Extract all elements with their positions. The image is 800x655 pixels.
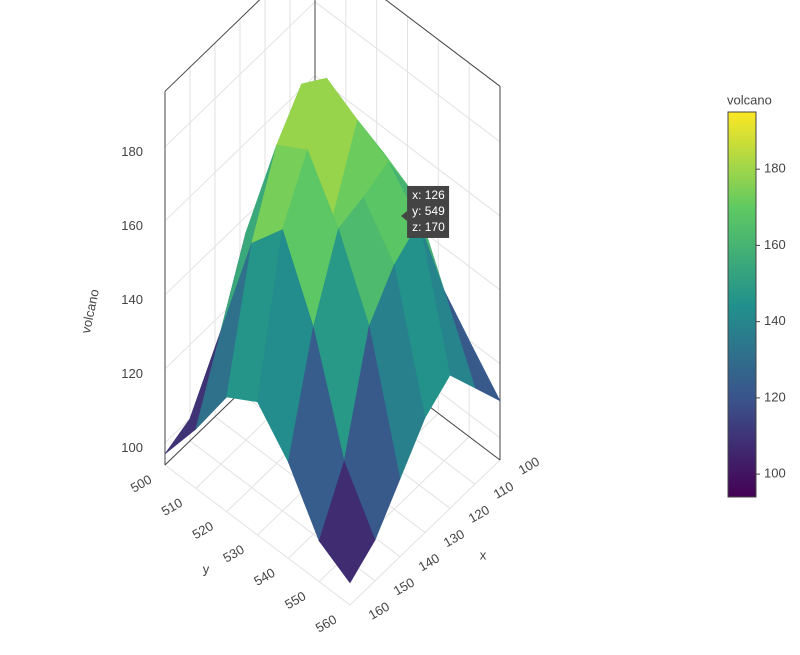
tooltip: x: 126 y: 549 z: 170 xyxy=(401,185,450,238)
tooltip-line: y: 549 xyxy=(412,204,445,218)
z-axis-title: volcano xyxy=(78,288,102,335)
x-tick-label: 130 xyxy=(441,526,467,550)
y-tick-label: 500 xyxy=(128,472,154,496)
z-tick-label: 100 xyxy=(121,440,143,455)
surface-patch xyxy=(318,460,376,584)
tooltip-pointer xyxy=(401,210,408,221)
y-tick-label: 510 xyxy=(159,495,185,519)
x-tick-label: 110 xyxy=(491,478,516,501)
z-tick-label: 180 xyxy=(121,144,143,159)
colorbar-title: volcano xyxy=(727,92,772,107)
x-tick-label: 120 xyxy=(466,502,492,526)
z-tick-label: 140 xyxy=(121,292,143,307)
tooltip-box xyxy=(407,185,450,238)
y-tick-label: 540 xyxy=(251,565,277,589)
z-tick-label: 120 xyxy=(121,366,143,381)
x-tick-label: 150 xyxy=(391,575,417,599)
z-tick-label: 160 xyxy=(121,218,143,233)
colorbar xyxy=(727,111,757,498)
colorbar-tick-label: 140 xyxy=(764,313,786,328)
box-edge xyxy=(385,0,501,87)
y-tick-label: 530 xyxy=(220,542,246,566)
x-axis-title: x xyxy=(480,547,487,562)
y-axis-title: y xyxy=(203,561,210,576)
surface xyxy=(164,77,501,584)
box-edge xyxy=(164,0,261,92)
y-tick-label: 550 xyxy=(282,588,308,612)
colorbar-tick-label: 180 xyxy=(764,161,786,176)
x-tick-label: 160 xyxy=(366,599,392,623)
colorbar-tick-label: 100 xyxy=(764,466,786,481)
y-tick-label: 560 xyxy=(313,612,339,636)
x-tick-label: 140 xyxy=(416,550,442,574)
tooltip-line: x: 126 xyxy=(412,188,445,202)
y-tick-label: 520 xyxy=(190,518,216,542)
tooltip-line: z: 170 xyxy=(412,220,445,234)
colorbar-tick-label: 160 xyxy=(764,237,786,252)
x-tick-label: 100 xyxy=(516,454,542,478)
colorbar-tick-label: 120 xyxy=(764,389,786,404)
y-grid-line xyxy=(349,459,501,606)
